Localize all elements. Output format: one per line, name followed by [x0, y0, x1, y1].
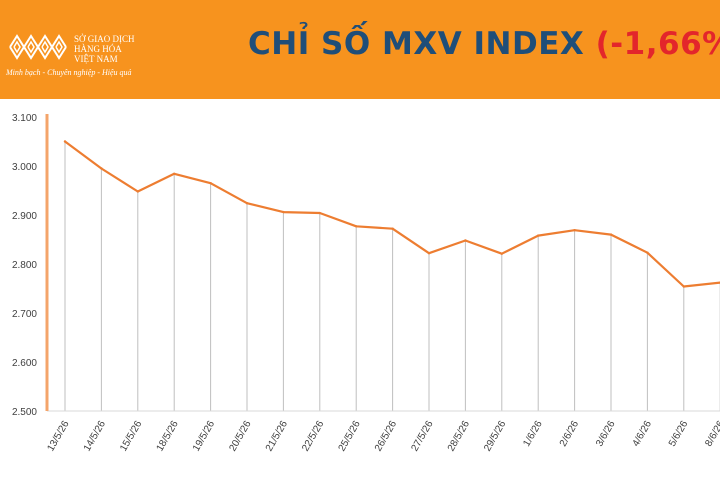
x-tick-label: 18/5/26: [155, 419, 181, 454]
x-tick-label: 5/6/26: [667, 419, 691, 449]
x-tick-label: 1/6/26: [521, 419, 545, 449]
data-point: [136, 190, 139, 193]
x-tick-label: 3/6/26: [594, 419, 618, 449]
data-point: [63, 140, 67, 143]
page-title: CHỈ SỐ MXV INDEX (-1,66%): [248, 26, 720, 62]
data-point: [427, 252, 431, 255]
data-point: [209, 181, 212, 185]
logo-text: SỞ GIAO DỊCH HÀNG HÓA VIỆT NAM: [74, 34, 135, 64]
data-point: [282, 210, 285, 214]
data-point: [464, 239, 467, 242]
y-tick-label: 2.600: [12, 358, 37, 369]
x-tick-label: 2/6/26: [558, 419, 582, 449]
x-tick-label: 29/5/26: [482, 419, 508, 454]
data-point: [173, 172, 176, 176]
logo-slogan: Minh bạch - Chuyên nghiệp - Hiệu quả: [6, 68, 132, 77]
data-point: [100, 167, 103, 170]
data-point: [609, 233, 613, 236]
y-tick-label: 3.000: [12, 162, 37, 173]
x-tick-label: 25/5/26: [337, 419, 363, 454]
chart-area: 2.500 2.600 2.700 2.800 2.900 3.000 3.100 13/5/…: [0, 99, 720, 480]
x-tick-label: 21/5/26: [264, 419, 290, 454]
logo-line-2: HÀNG HÓA: [74, 44, 122, 54]
header-banner: SỞ GIAO DỊCH HÀNG HÓA VIỆT NAM Minh bạch…: [0, 0, 720, 99]
data-point: [537, 234, 540, 237]
mxv-logo: SỞ GIAO DỊCH HÀNG HÓA VIỆT NAM Minh bạch…: [6, 30, 156, 82]
data-point: [245, 202, 249, 205]
x-tick-label: 26/5/26: [373, 419, 399, 454]
x-tick-label: 22/5/26: [300, 419, 326, 454]
y-tick-label: 2.900: [12, 211, 37, 222]
x-tick-label: 28/5/26: [446, 419, 472, 454]
data-point: [355, 225, 358, 228]
x-tick-label: 13/5/26: [45, 419, 71, 454]
mxv-index-line-chart: 2.500 2.600 2.700 2.800 2.900 3.000 3.100 13/5/…: [12, 113, 720, 454]
data-point: [646, 251, 649, 254]
title-change: (-1,66%): [595, 26, 720, 62]
y-tick-label: 2.700: [12, 309, 37, 320]
x-tick-label: 15/5/26: [118, 419, 144, 454]
y-tick-label: 3.100: [12, 113, 37, 124]
logo-line-3: VIỆT NAM: [74, 54, 118, 64]
x-tick-label: 4/6/26: [631, 419, 655, 449]
data-point: [391, 227, 394, 230]
x-tick-label: 27/5/26: [409, 419, 435, 454]
x-tick-label: 19/5/26: [191, 419, 217, 454]
y-tick-label: 2.800: [12, 260, 37, 271]
x-tick-label: 14/5/26: [82, 419, 108, 454]
x-tick-label: 8/6/26: [703, 419, 720, 449]
data-point: [573, 228, 576, 232]
data-point: [318, 211, 321, 215]
x-tick-label: 20/5/26: [227, 419, 253, 454]
y-tick-label: 2.500: [12, 407, 37, 418]
logo-line-1: SỞ GIAO DỊCH: [74, 34, 135, 44]
data-point: [500, 252, 503, 255]
title-main: CHỈ SỐ MXV INDEX: [248, 26, 585, 62]
mxv-logo-icon: [9, 34, 67, 60]
data-point: [682, 285, 685, 288]
